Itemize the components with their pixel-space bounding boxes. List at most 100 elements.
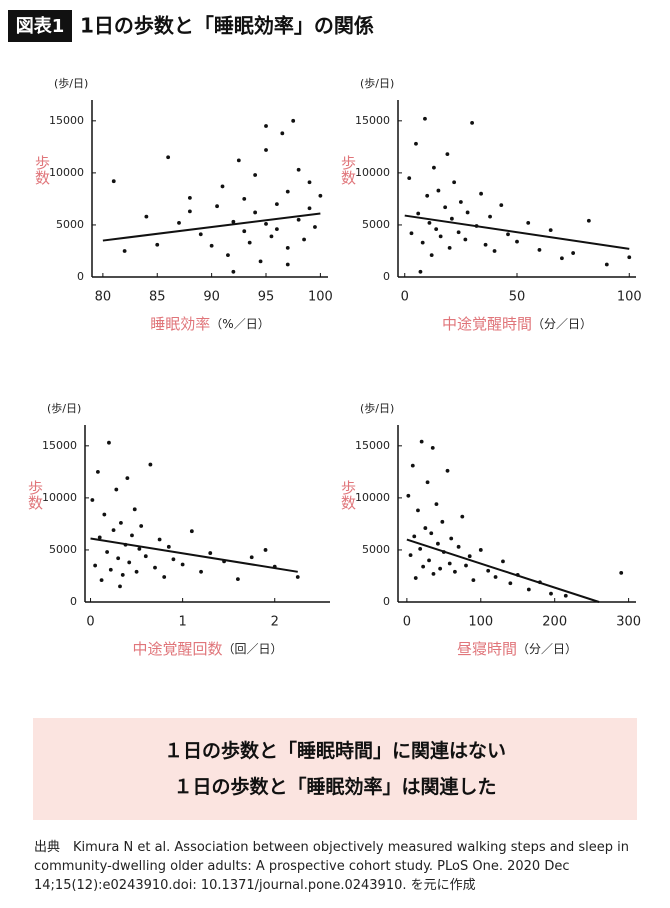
- point: [413, 576, 418, 580]
- point: [187, 209, 192, 214]
- point: [438, 566, 443, 571]
- y-label: 歩数: [339, 155, 357, 185]
- point: [430, 446, 435, 450]
- point: [452, 180, 457, 185]
- y-tick-label: 0: [70, 595, 77, 608]
- point: [107, 440, 111, 445]
- point: [285, 189, 290, 194]
- point: [258, 259, 263, 264]
- point: [143, 554, 148, 559]
- y-tick-label: 5000: [49, 543, 77, 556]
- trend-line: [404, 214, 630, 250]
- y-tick-label: 10000: [42, 491, 77, 504]
- point: [431, 571, 436, 576]
- point: [458, 200, 463, 204]
- point: [155, 242, 160, 247]
- point: [406, 493, 411, 498]
- badge-bg: [8, 10, 72, 42]
- point: [302, 237, 306, 242]
- point: [148, 462, 153, 467]
- x-tick-label: 300: [616, 615, 641, 630]
- x-tick-label: 100: [617, 290, 642, 305]
- x-tick-label: 200: [542, 615, 567, 630]
- point: [447, 245, 452, 250]
- y-tick-label: 0: [383, 270, 390, 283]
- point: [130, 533, 134, 538]
- x-label-unit: （%／日）: [210, 317, 269, 331]
- point: [274, 227, 279, 232]
- point: [537, 248, 542, 252]
- point: [177, 220, 181, 225]
- point: [478, 548, 483, 552]
- y-label: 歩数: [26, 480, 44, 510]
- point: [242, 197, 247, 201]
- point: [515, 239, 519, 244]
- point: [453, 569, 457, 574]
- x-label-name: 昼寝時間: [457, 640, 517, 658]
- point: [235, 577, 240, 581]
- x-label-unit: （分／日）: [532, 317, 592, 331]
- y-tick-label: 5000: [56, 218, 84, 231]
- point: [506, 232, 510, 237]
- point: [137, 547, 142, 551]
- point: [253, 173, 258, 177]
- point: [465, 210, 470, 215]
- point: [162, 575, 167, 579]
- point: [619, 570, 624, 575]
- point: [471, 578, 476, 583]
- point: [119, 520, 123, 525]
- point: [409, 231, 414, 236]
- trend-line: [90, 537, 298, 573]
- point: [456, 230, 461, 235]
- point: [423, 526, 428, 530]
- point: [116, 556, 121, 561]
- x-tick-label: 95: [258, 290, 275, 305]
- point: [291, 118, 296, 123]
- point: [132, 507, 137, 512]
- point: [423, 116, 427, 121]
- point: [318, 193, 323, 198]
- point: [313, 225, 317, 229]
- point: [563, 593, 568, 598]
- point: [492, 249, 497, 253]
- point: [171, 557, 176, 562]
- point: [111, 179, 116, 184]
- point: [470, 121, 474, 125]
- point: [586, 218, 591, 223]
- point: [307, 180, 312, 185]
- point: [189, 529, 194, 534]
- point: [105, 550, 110, 554]
- point: [285, 245, 290, 250]
- point: [157, 537, 162, 542]
- point: [493, 575, 498, 579]
- point: [249, 555, 254, 560]
- x-tick-label: 1: [178, 615, 186, 630]
- point: [627, 255, 632, 260]
- point: [199, 569, 203, 574]
- point: [488, 214, 492, 219]
- point: [247, 240, 252, 245]
- point: [425, 193, 430, 198]
- source: 出典 Kimura N et al. Association between o…: [34, 840, 629, 893]
- point: [549, 591, 553, 596]
- x-tick-label: 100: [308, 290, 333, 305]
- point: [421, 564, 426, 569]
- title: 1日の歩数と「睡眠効率」の関係: [80, 14, 374, 38]
- y-tick-label: 10000: [49, 166, 84, 179]
- y-unit: (歩/日): [360, 401, 394, 415]
- point: [198, 232, 203, 237]
- y-tick-label: 15000: [355, 439, 390, 452]
- point: [307, 206, 312, 211]
- point: [264, 124, 268, 128]
- point: [425, 480, 430, 485]
- x-tick-label: 50: [509, 290, 526, 305]
- point: [416, 508, 420, 513]
- y-label: 歩数: [339, 480, 357, 510]
- point: [464, 563, 468, 568]
- y-unit: (歩/日): [54, 76, 88, 90]
- point: [125, 476, 130, 480]
- point: [285, 262, 290, 267]
- point: [280, 131, 285, 136]
- point: [209, 243, 214, 248]
- x-tick-label: 85: [149, 290, 166, 305]
